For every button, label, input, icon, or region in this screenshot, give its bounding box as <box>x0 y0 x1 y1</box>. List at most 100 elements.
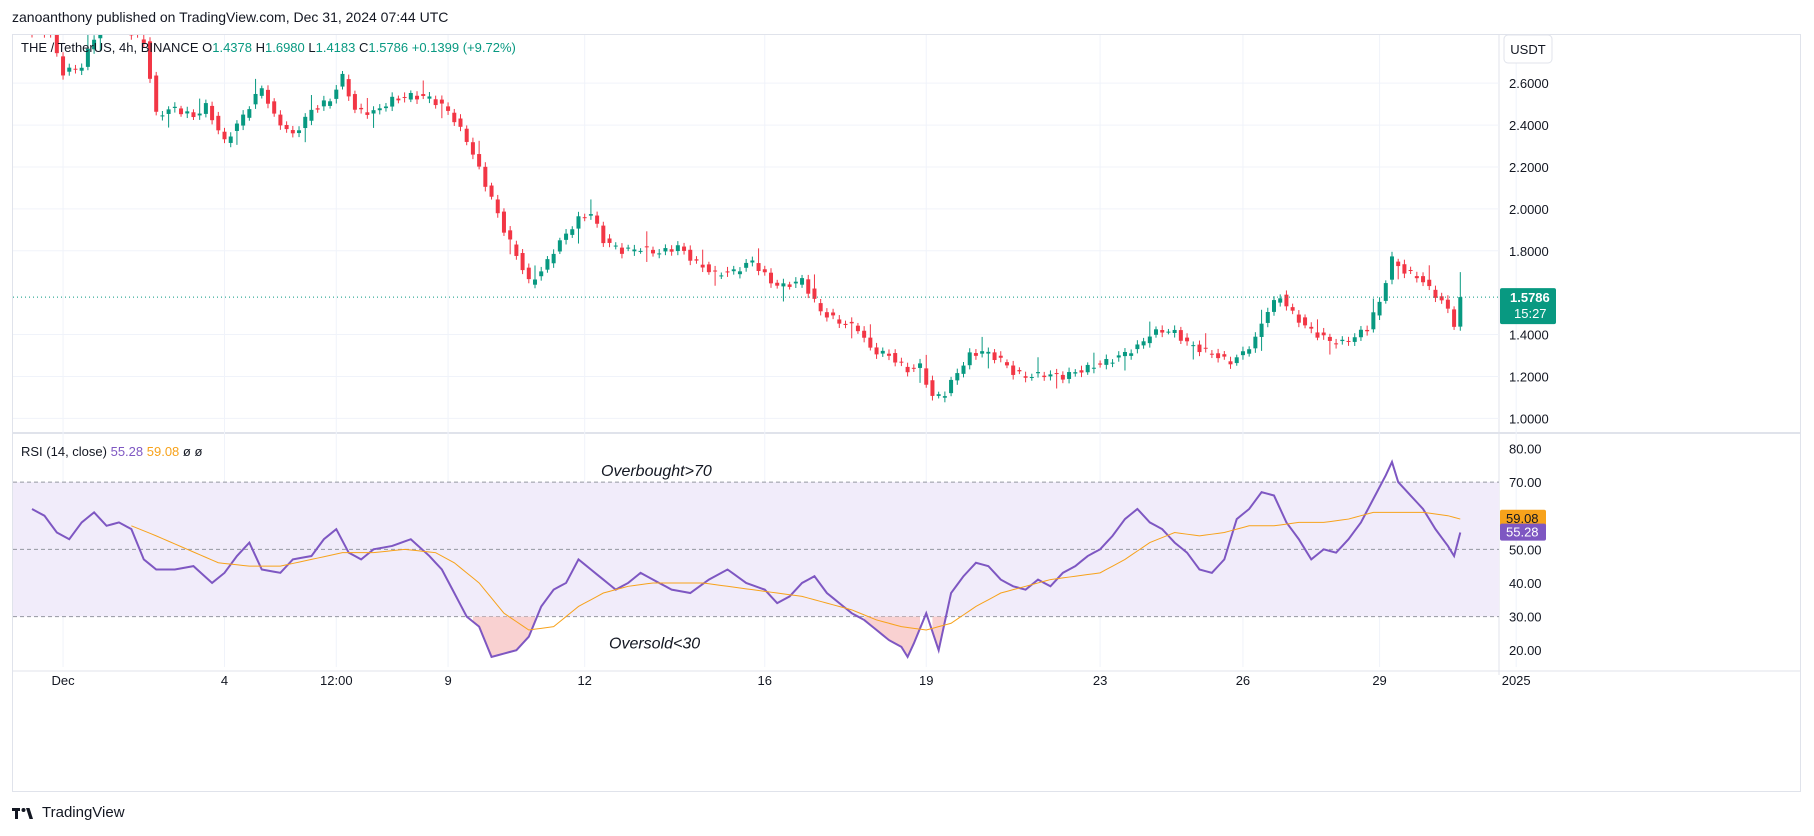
candle <box>893 349 898 367</box>
candle <box>427 92 432 104</box>
candle <box>135 27 140 38</box>
candle-body <box>638 250 643 252</box>
candle-body <box>141 39 146 43</box>
candle-body <box>526 267 531 280</box>
candle <box>1396 258 1401 280</box>
candle <box>1389 251 1394 285</box>
candle-body <box>570 229 575 235</box>
tradingview-brand[interactable]: TradingView <box>42 804 125 821</box>
rsi-tick-label: 50.00 <box>1509 542 1542 557</box>
candle-body <box>893 353 898 363</box>
candle <box>694 256 699 264</box>
candle <box>986 347 991 369</box>
candle <box>1104 354 1109 370</box>
candle-body <box>328 101 333 106</box>
overbought-annotation: Overbought>70 <box>601 463 712 480</box>
candle-body <box>725 271 730 273</box>
candle <box>1178 326 1183 344</box>
candle-body <box>278 114 283 126</box>
candle <box>651 246 655 257</box>
x-tick-label: 23 <box>1093 673 1107 688</box>
candle <box>365 97 370 119</box>
candle-body <box>750 260 755 263</box>
candle-body <box>247 109 252 118</box>
candle <box>918 358 923 383</box>
candle-body <box>1377 301 1382 316</box>
candle-body <box>539 271 544 277</box>
candle-body <box>272 101 277 114</box>
candle-body <box>564 233 569 240</box>
candle-body <box>1085 364 1090 373</box>
candle <box>1129 349 1134 360</box>
candle <box>831 308 836 320</box>
candle-body <box>688 249 693 261</box>
candle <box>533 265 538 289</box>
candle-body <box>1091 367 1096 369</box>
candle <box>48 24 53 38</box>
ohlc-change: +0.1399 (+9.72%) <box>412 40 516 55</box>
candle <box>663 244 668 256</box>
candle <box>1247 346 1252 357</box>
candle <box>1240 346 1245 360</box>
rsi-tag-value: 55.28 <box>1506 525 1539 540</box>
candle-body <box>955 373 960 381</box>
candle <box>346 74 351 101</box>
candle <box>160 110 165 121</box>
candle-body <box>483 166 488 187</box>
chart-canvas[interactable]: Dec 4 12:00 9 12 16 19 23 26 29 2025 2.6000 2.4000 2.… <box>13 7 1800 791</box>
candle <box>1042 371 1047 381</box>
footer: TradingView <box>12 804 125 821</box>
price-tick-label: 1.4000 <box>1509 328 1549 343</box>
ohlc-o-value: 1.4378 <box>212 40 255 55</box>
candle <box>415 91 420 104</box>
candle-body <box>992 352 997 361</box>
candle-body <box>1421 276 1426 283</box>
rsi-tag <box>1500 523 1546 541</box>
candle <box>297 126 302 138</box>
candle <box>265 85 270 109</box>
candle-body <box>265 89 270 104</box>
candle-body <box>514 244 519 256</box>
candle <box>1445 295 1450 314</box>
candle-body <box>191 112 196 118</box>
candle <box>172 102 177 113</box>
oversold-annotation: Oversold<30 <box>609 636 700 653</box>
candle <box>582 213 587 222</box>
candle <box>228 132 233 148</box>
candle <box>520 249 525 275</box>
candle-body <box>427 96 432 99</box>
candle <box>557 237 562 255</box>
candle <box>1098 360 1103 368</box>
candle <box>1458 272 1463 331</box>
candle <box>781 278 786 302</box>
candle-body <box>588 214 593 216</box>
candle-body <box>1315 332 1320 338</box>
rsi-legend-extra-1: ø <box>183 444 195 459</box>
candle <box>899 357 904 367</box>
candle-body <box>1396 261 1401 267</box>
candle-body <box>1296 314 1301 323</box>
candle-body <box>1029 376 1034 378</box>
candle-body <box>669 249 674 252</box>
last-price-countdown: 15:27 <box>1514 306 1547 321</box>
candle <box>1340 336 1345 345</box>
candle <box>1209 350 1214 359</box>
candle-body <box>855 325 860 332</box>
candle <box>564 229 569 245</box>
currency-button[interactable]: USDT <box>1503 34 1553 64</box>
candle-body <box>253 93 258 105</box>
candle-body <box>1222 354 1227 357</box>
candle <box>812 274 817 303</box>
candle <box>787 281 792 290</box>
candle-body <box>321 100 326 107</box>
tradingview-logo-icon[interactable] <box>12 806 36 820</box>
candle-body <box>464 128 469 142</box>
candle <box>595 211 600 228</box>
candle <box>1327 333 1332 355</box>
candle-body <box>259 88 264 96</box>
candle-body <box>849 321 854 324</box>
candle-body <box>1191 345 1196 347</box>
ohlc-c-label: C <box>359 40 368 55</box>
candle-body <box>1278 298 1283 303</box>
x-tick-label: 2025 <box>1502 673 1531 688</box>
